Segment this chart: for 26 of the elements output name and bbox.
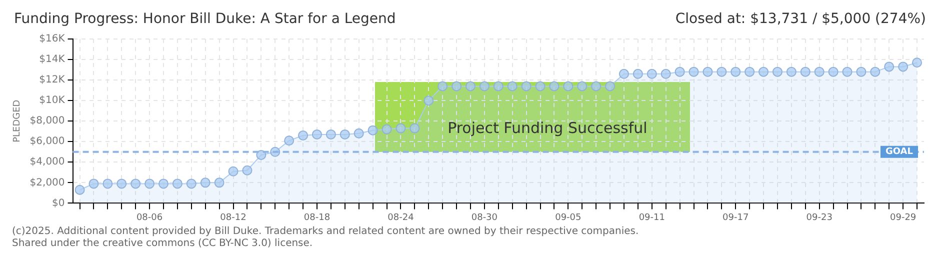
x-tick-label: 09-17 xyxy=(722,212,749,223)
x-tick-label: 08-06 xyxy=(136,212,163,223)
ref-line-label: GOAL xyxy=(886,147,914,158)
y-tick-label: $12K xyxy=(39,74,66,86)
y-tick-label: $14K xyxy=(39,54,66,66)
y-tick-label: $10K xyxy=(39,95,66,106)
text: Shared under the creative commons (CC BY-NC 3.0) license. xyxy=(12,238,314,250)
y-axis-title: PLEDGED xyxy=(12,100,23,142)
y-tick-label: $2,000 xyxy=(30,177,65,188)
x-tick-label: 09-11 xyxy=(638,212,665,223)
chart-subtitle: Closed at: $13,731 / $5,000 (274%) xyxy=(675,11,926,27)
y-tick-label: $6,000 xyxy=(30,136,65,148)
x-tick-label: 09-23 xyxy=(806,212,832,223)
y-tick-label: $4,000 xyxy=(30,156,65,168)
y-tick-label: $8,000 xyxy=(30,116,65,127)
chart-title: Funding Progress: Honor Bill Duke: A Star for a Legend xyxy=(14,11,396,27)
annotation: Project Funding Successful xyxy=(448,118,648,137)
y-tick-label: $16K xyxy=(39,34,66,45)
x-tick-label: 09-05 xyxy=(555,212,582,223)
x-tick-label: 09-29 xyxy=(890,212,916,223)
x-tick-label: 08-12 xyxy=(220,212,246,223)
x-tick-label: 08-18 xyxy=(304,212,330,223)
x-tick-label: 08-30 xyxy=(471,212,498,223)
y-tick-label: $0 xyxy=(52,198,65,209)
text: (c)2025. Additional content provided by Bill Duke. Trademarks and related content are owned by their respective companies. xyxy=(12,226,640,238)
x-tick-label: 08-24 xyxy=(388,212,414,223)
